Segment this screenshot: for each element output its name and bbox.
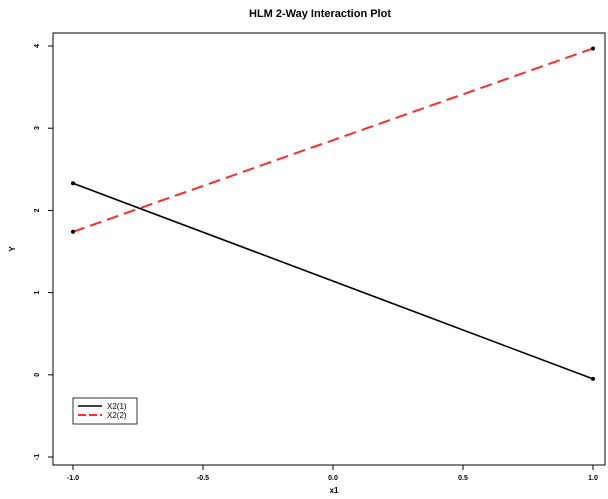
- data-point: [71, 229, 75, 234]
- data-point: [591, 46, 595, 51]
- y-axis: -1 0 1 2 3 4: [34, 44, 53, 460]
- x-tick-label: 0.5: [458, 475, 468, 482]
- y-tick-label: -1: [34, 454, 41, 460]
- legend: X2(1)X2(2): [72, 397, 138, 425]
- series-line-1: [72, 182, 594, 380]
- x-axis: -1.0 -0.5 0.0 0.5 1.0: [67, 465, 598, 482]
- x-axis-label: x1: [330, 486, 339, 495]
- y-tick-label: 3: [34, 126, 41, 130]
- x-tick-label: -0.5: [197, 475, 209, 482]
- series-layer: [71, 46, 595, 381]
- chart-title: HLM 2-Way Interaction Plot: [249, 8, 391, 20]
- legend-label: X2(2): [107, 411, 127, 420]
- series-line-2: [72, 47, 594, 233]
- legend-label: X2(1): [107, 402, 127, 411]
- y-tick-label: 2: [34, 208, 41, 212]
- data-point: [591, 376, 595, 381]
- y-tick-label: 4: [34, 44, 41, 48]
- y-tick-label: 1: [34, 291, 41, 295]
- x-tick-label: -1.0: [67, 475, 79, 482]
- legend-box: [72, 397, 138, 425]
- data-point: [71, 181, 75, 186]
- plot-frame: [52, 32, 606, 466]
- x-tick-label: 1.0: [588, 475, 598, 482]
- y-axis-label: Y: [8, 246, 17, 252]
- y-tick-label: 0: [34, 373, 41, 377]
- x-tick-label: 0.0: [328, 475, 338, 482]
